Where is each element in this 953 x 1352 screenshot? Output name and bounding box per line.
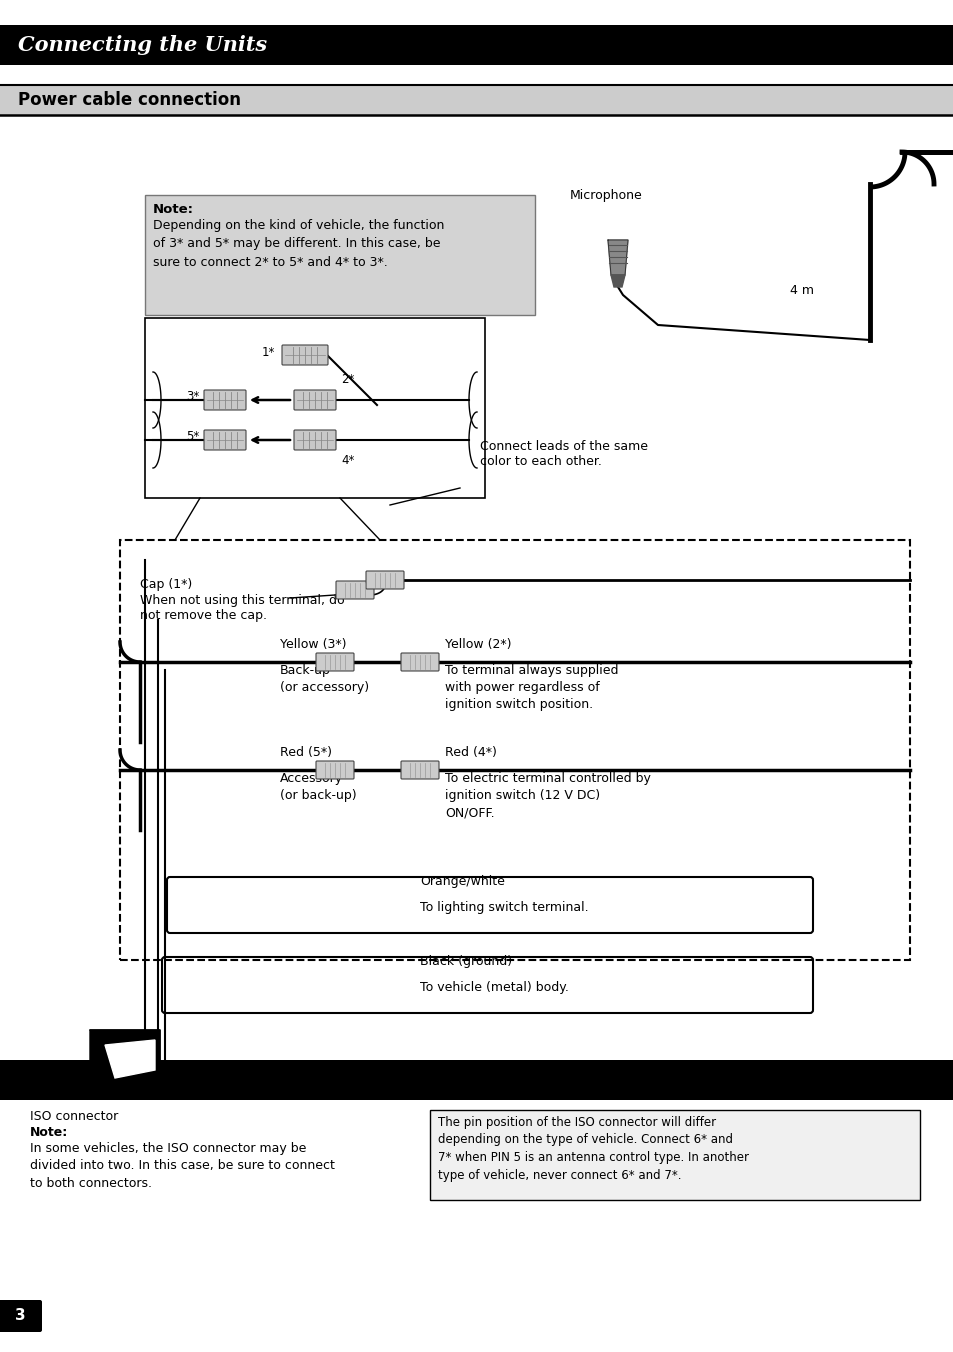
Text: 2*: 2* — [340, 373, 354, 387]
FancyBboxPatch shape — [0, 1301, 42, 1332]
Text: Red (5*): Red (5*) — [280, 746, 332, 758]
Text: 4*: 4* — [340, 454, 354, 466]
FancyBboxPatch shape — [0, 85, 953, 115]
Text: To electric terminal controlled by
ignition switch (12 V DC)
ON/OFF.: To electric terminal controlled by ignit… — [444, 772, 650, 819]
FancyBboxPatch shape — [400, 653, 438, 671]
Text: To lighting switch terminal.: To lighting switch terminal. — [419, 900, 588, 914]
Text: Yellow (2*): Yellow (2*) — [444, 638, 511, 652]
Text: When not using this terminal, do
not remove the cap.: When not using this terminal, do not rem… — [140, 594, 344, 622]
Text: 1*: 1* — [261, 346, 274, 358]
Text: Note:: Note: — [30, 1126, 69, 1138]
Text: ISO connector: ISO connector — [30, 1110, 118, 1124]
Text: Connecting the Units: Connecting the Units — [18, 35, 267, 55]
Polygon shape — [610, 274, 624, 287]
FancyBboxPatch shape — [0, 1060, 953, 1101]
Text: Back-up
(or accessory): Back-up (or accessory) — [280, 664, 369, 694]
Polygon shape — [607, 241, 627, 274]
FancyBboxPatch shape — [315, 653, 354, 671]
FancyBboxPatch shape — [294, 430, 335, 450]
FancyBboxPatch shape — [294, 389, 335, 410]
Text: 3*: 3* — [186, 391, 199, 403]
Text: 3: 3 — [14, 1309, 26, 1324]
Text: Microphone: Microphone — [569, 188, 642, 201]
FancyBboxPatch shape — [145, 318, 484, 498]
FancyBboxPatch shape — [204, 389, 246, 410]
Text: 4 m: 4 m — [789, 284, 813, 296]
Text: To vehicle (metal) body.: To vehicle (metal) body. — [419, 982, 568, 994]
Text: Red (4*): Red (4*) — [444, 746, 497, 758]
FancyBboxPatch shape — [335, 581, 374, 599]
Text: Orange/white: Orange/white — [419, 875, 504, 888]
Text: To terminal always supplied
with power regardless of
ignition switch position.: To terminal always supplied with power r… — [444, 664, 618, 711]
FancyBboxPatch shape — [366, 571, 403, 589]
Polygon shape — [105, 1040, 154, 1078]
FancyBboxPatch shape — [430, 1110, 919, 1201]
Text: Connect leads of the same
color to each other.: Connect leads of the same color to each … — [479, 439, 647, 468]
FancyBboxPatch shape — [400, 761, 438, 779]
Text: Black (ground): Black (ground) — [419, 955, 512, 968]
FancyBboxPatch shape — [0, 24, 953, 65]
Text: 5*: 5* — [186, 430, 199, 443]
Text: The pin position of the ISO connector will differ
depending on the type of vehic: The pin position of the ISO connector wi… — [437, 1115, 748, 1182]
Text: Depending on the kind of vehicle, the function
of 3* and 5* may be different. In: Depending on the kind of vehicle, the fu… — [152, 219, 444, 269]
FancyBboxPatch shape — [282, 345, 328, 365]
FancyBboxPatch shape — [145, 195, 535, 315]
FancyBboxPatch shape — [204, 430, 246, 450]
Text: In some vehicles, the ISO connector may be
divided into two. In this case, be su: In some vehicles, the ISO connector may … — [30, 1142, 335, 1190]
Text: Yellow (3*): Yellow (3*) — [280, 638, 346, 652]
Text: Cap (1*): Cap (1*) — [140, 579, 193, 591]
Text: Note:: Note: — [152, 203, 193, 216]
FancyBboxPatch shape — [315, 761, 354, 779]
Text: Accessory
(or back-up): Accessory (or back-up) — [280, 772, 356, 802]
Text: Power cable connection: Power cable connection — [18, 91, 241, 110]
Polygon shape — [90, 1030, 160, 1086]
